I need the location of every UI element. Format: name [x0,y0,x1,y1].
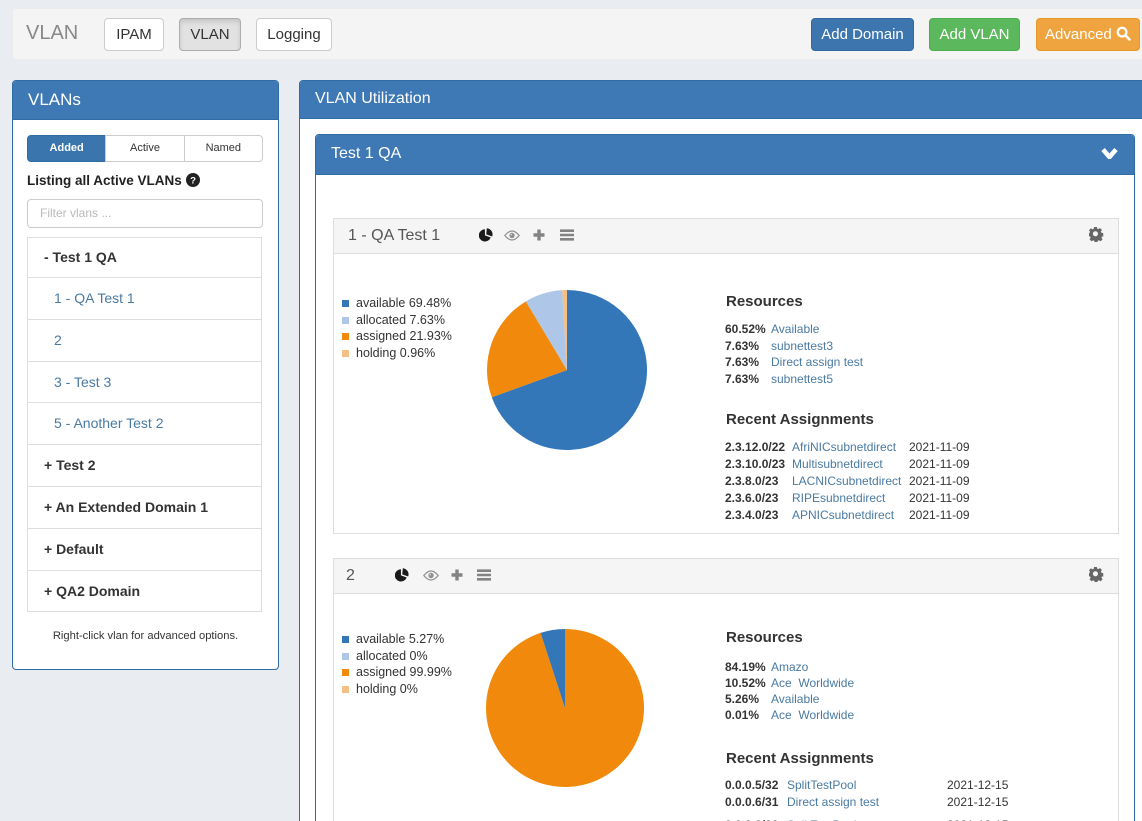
svg-text:?: ? [190,176,196,187]
